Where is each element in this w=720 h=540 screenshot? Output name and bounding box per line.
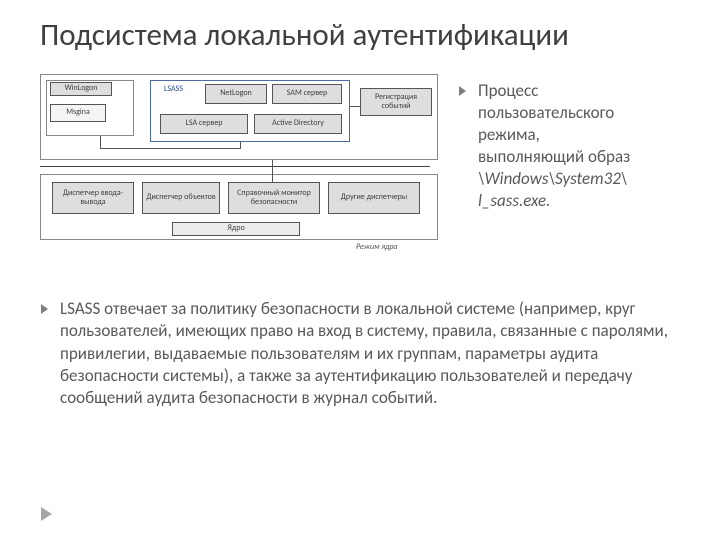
- box-lsass-label: LSASS: [164, 84, 183, 94]
- right-bullet-l3: режима,: [478, 124, 540, 145]
- main-bullet-block: LSASS отвечает за политику безопасности …: [40, 298, 680, 410]
- page-title: Подсистема локальной аутентификации: [40, 18, 680, 54]
- box-iomgr: Диспетчер ввода-вывода: [52, 182, 134, 214]
- page-marker-icon: [40, 506, 54, 522]
- box-eventlog: Регистрация событий: [360, 88, 432, 116]
- right-bullet-l2: пользовательского: [478, 102, 614, 123]
- box-other: Другие диспетчеры: [328, 182, 420, 214]
- box-netlogon: NetLogon: [205, 84, 267, 104]
- box-sam: SAM сервер: [272, 84, 342, 104]
- box-objmgr: Диспетчер объектов: [142, 182, 220, 214]
- right-bullet-block: Процесс пользовательского режима, выполн…: [458, 74, 680, 274]
- bullet-marker-icon: [40, 303, 50, 315]
- box-kernel: Ядро: [172, 222, 300, 236]
- box-srm: Справочный монитор безопасности: [228, 182, 320, 214]
- architecture-diagram: WinLogon Msgina LSASS NetLogon SAM серве…: [40, 74, 440, 274]
- label-kernelmode: Режим ядра: [356, 242, 398, 252]
- right-bullet-path2: l_sass.exe.: [478, 190, 550, 211]
- content-row: WinLogon Msgina LSASS NetLogon SAM серве…: [40, 74, 680, 274]
- box-msgina: Msgina: [50, 104, 106, 122]
- box-lsaserver: LSA сервер: [160, 114, 248, 134]
- main-bullet-text: LSASS отвечает за политику безопасности …: [60, 298, 680, 410]
- right-bullet-l4: выполняющий образ: [478, 146, 630, 167]
- box-winlogon: WinLogon: [50, 82, 112, 96]
- right-bullet-path1: \Windows\System32\: [478, 168, 627, 189]
- bullet-marker-icon: [458, 85, 468, 97]
- box-ad: Active Directory: [254, 114, 342, 134]
- right-bullet-l1: Процесс: [478, 80, 538, 101]
